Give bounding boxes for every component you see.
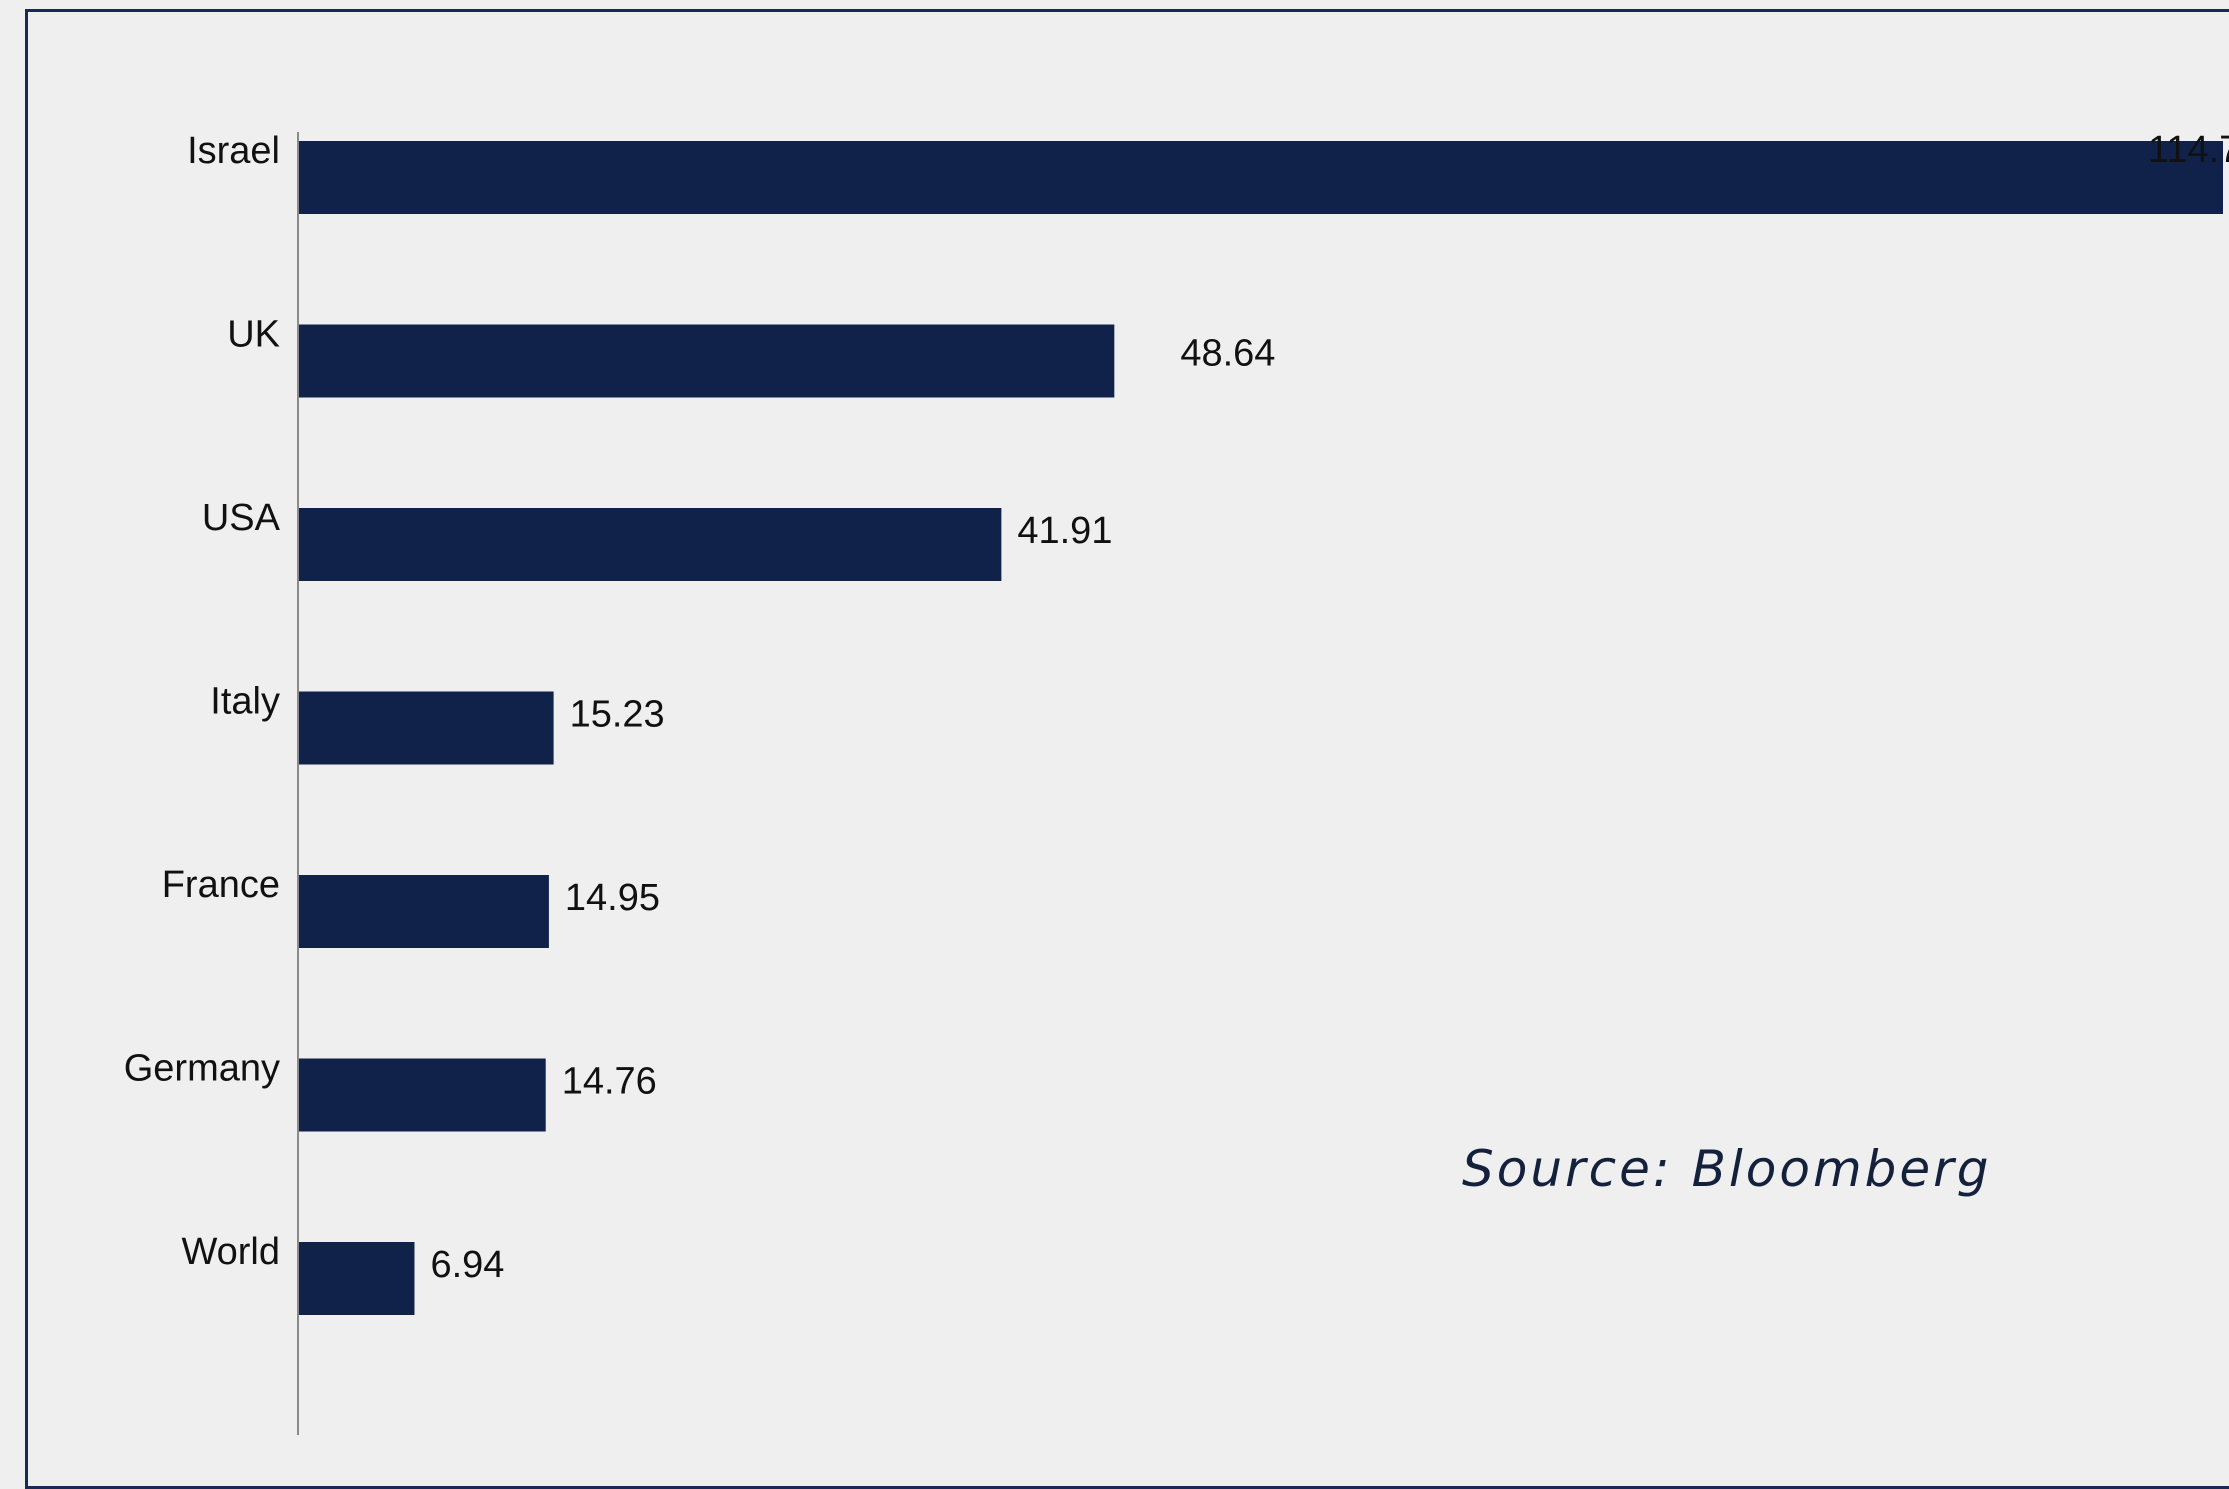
value-label-france: 14.95 <box>565 877 660 919</box>
value-label-uk: 48.64 <box>1180 333 1275 375</box>
value-label-world: 6.94 <box>430 1244 504 1286</box>
bar-chart: Israel UK USA Italy France Germany World 114.7… <box>124 129 2229 1435</box>
category-label-france: France <box>162 864 280 906</box>
category-label-germany: Germany <box>124 1048 280 1090</box>
bar-france <box>298 875 549 948</box>
value-labels: 114.7 48.64 41.91 15.23 14.95 14.76 6.94 <box>430 129 2229 1286</box>
bar-usa <box>298 508 1002 581</box>
value-label-usa: 41.91 <box>1017 510 1112 552</box>
category-label-uk: UK <box>227 314 280 356</box>
category-label-italy: Italy <box>210 681 280 723</box>
source-note: Source: Bloomberg <box>1462 1140 1992 1198</box>
bars-layer <box>298 141 2223 1315</box>
category-label-world: World <box>181 1231 280 1273</box>
bar-germany <box>298 1058 546 1132</box>
bar-uk <box>298 324 1115 398</box>
category-label-usa: USA <box>202 497 281 539</box>
value-label-germany: 14.76 <box>562 1061 657 1103</box>
category-label-israel: Israel <box>187 130 280 172</box>
bar-world <box>298 1242 415 1315</box>
bar-italy <box>298 691 554 765</box>
bar-israel <box>298 141 2223 214</box>
value-label-italy: 15.23 <box>570 694 665 736</box>
category-labels: Israel UK USA Italy France Germany World <box>124 130 281 1273</box>
value-label-israel: 114.7 <box>2148 129 2229 171</box>
